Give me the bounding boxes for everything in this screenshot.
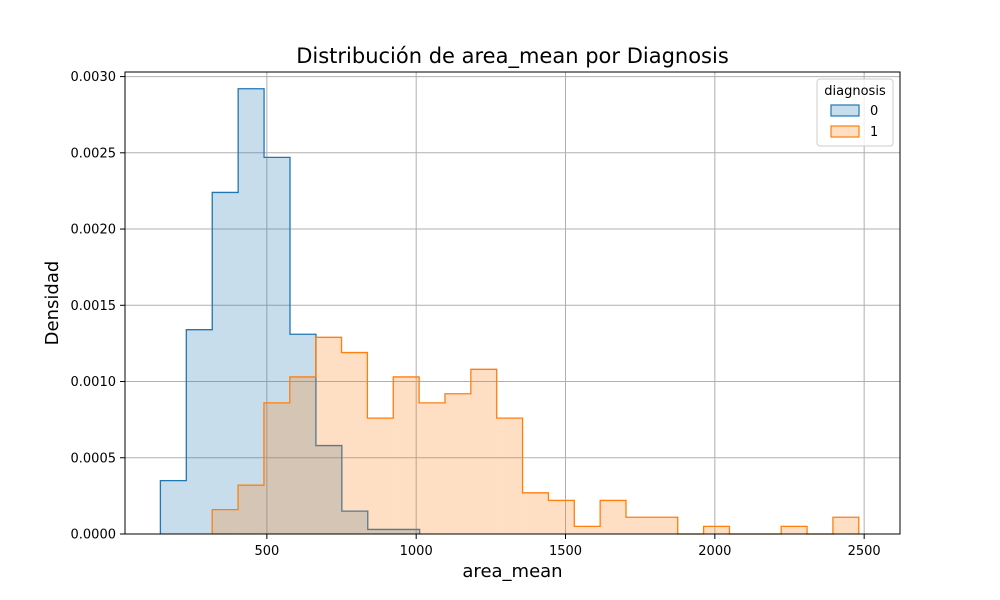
bar-1-5 — [341, 352, 368, 534]
axes-frame — [124, 71, 901, 535]
legend-items: 01 — [830, 104, 878, 140]
legend-swatch — [830, 125, 860, 138]
y-tick-label: 0.0015 — [71, 299, 117, 314]
bars-layer — [159, 88, 860, 535]
bar-1-24 — [832, 517, 859, 534]
y-tick-label: 0.0000 — [71, 528, 117, 543]
bar-0-4 — [264, 157, 291, 534]
series-0 — [159, 88, 421, 534]
bar-1-4 — [315, 337, 342, 534]
bar-1-8 — [419, 402, 445, 534]
legend-swatch — [830, 104, 860, 117]
series-outline-0 — [159, 88, 421, 534]
grid — [125, 72, 900, 535]
bar-1-10 — [470, 369, 497, 534]
x-tick-label: 2000 — [698, 544, 731, 559]
bar-1-15 — [600, 500, 627, 534]
bar-1-9 — [444, 393, 471, 534]
x-tick-label: 2500 — [848, 544, 881, 559]
y-tick-label: 0.0025 — [71, 146, 117, 161]
series-1 — [211, 336, 860, 535]
legend-label: 0 — [870, 104, 878, 119]
bar-1-1 — [238, 485, 264, 534]
y-tick-label: 0.0010 — [71, 375, 117, 390]
y-tick-label: 0.0020 — [71, 223, 117, 238]
x-tick-label: 1000 — [400, 544, 433, 559]
bar-1-22 — [781, 526, 808, 534]
bar-0-6 — [315, 445, 342, 534]
chart-title: Distribución de area_mean por Diagnosis — [296, 44, 729, 69]
bar-0-8 — [367, 529, 394, 534]
legend-item-0: 0 — [830, 104, 878, 119]
x-axis-title: area_mean — [462, 561, 562, 582]
bar-1-2 — [263, 402, 290, 534]
legend-label: 1 — [870, 125, 878, 140]
bar-0-3 — [238, 88, 265, 534]
bar-1-16 — [626, 517, 652, 534]
ticks: 500 1000 1500 2000 2500 0.0000 0.0005 0.0010 0.0… — [71, 70, 881, 559]
bar-1-14 — [574, 526, 601, 534]
y-tick-label: 0.0005 — [71, 451, 117, 466]
bar-1-7 — [393, 376, 420, 534]
bar-1-19 — [703, 526, 730, 534]
x-tick-label: 500 — [254, 544, 279, 559]
y-tick-label: 0.0030 — [71, 70, 117, 85]
legend-title: diagnosis — [824, 84, 886, 99]
bar-1-3 — [289, 376, 316, 534]
bar-0-2 — [212, 192, 239, 534]
bar-1-6 — [367, 418, 394, 534]
bar-1-12 — [522, 492, 549, 534]
bar-0-1 — [186, 329, 213, 534]
legend-item-1: 1 — [830, 125, 878, 140]
bar-1-17 — [651, 517, 678, 534]
y-axis-title: Densidad — [42, 261, 63, 346]
bar-1-13 — [548, 500, 575, 534]
bar-1-11 — [496, 418, 523, 534]
bar-0-5 — [290, 334, 316, 534]
x-tick-label: 1500 — [549, 544, 582, 559]
legend-box — [816, 78, 894, 147]
legend: diagnosis 01 — [816, 78, 894, 147]
bar-1-0 — [212, 509, 239, 534]
bar-0-0 — [160, 480, 187, 534]
bar-0-9 — [393, 529, 420, 534]
bar-0-7 — [341, 511, 368, 534]
